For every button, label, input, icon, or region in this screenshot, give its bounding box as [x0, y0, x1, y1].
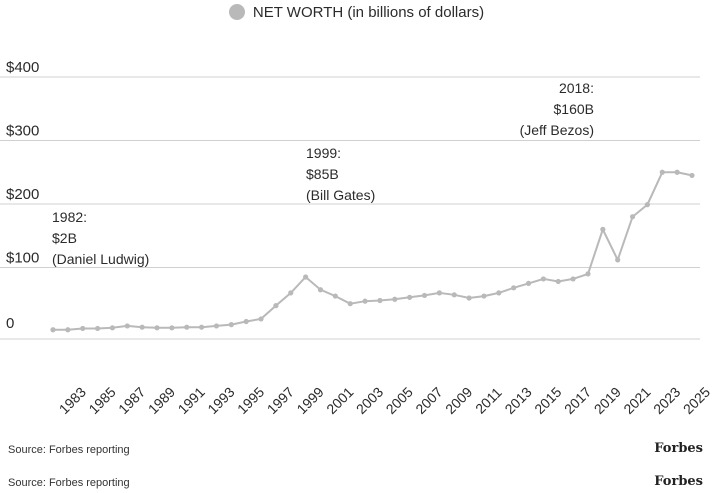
data-point-2022: [644, 202, 651, 208]
footer-brand-logo: Forbes: [654, 441, 703, 456]
data-point-1983: [65, 327, 71, 333]
data-point-1985: [94, 325, 101, 332]
x-tick-label: 1999: [293, 384, 326, 417]
annotation-2018-line: 2018:: [559, 80, 594, 96]
data-point-2005: [392, 296, 398, 302]
data-point-1994: [228, 322, 234, 328]
x-tick-label: 2005: [383, 384, 416, 417]
data-point-2019: [600, 226, 606, 232]
data-point-1995: [243, 318, 249, 325]
annotation-1982-line: (Daniel Ludwig): [52, 251, 149, 267]
x-tick-label: 1993: [204, 384, 237, 417]
x-tick-label: 2019: [591, 384, 624, 417]
data-point-2020: [615, 257, 621, 263]
x-tick-label: 1995: [234, 384, 267, 417]
x-tick-label: 2001: [323, 384, 356, 417]
x-tick-label: 2023: [650, 384, 683, 417]
annotation-1999-line: 1999:: [306, 145, 341, 161]
footer-brand-logo-duplicate: Forbes: [654, 474, 703, 489]
data-point-1999: [303, 274, 309, 280]
data-point-2001: [332, 293, 338, 299]
data-point-2006: [407, 294, 413, 300]
data-point-2016: [555, 278, 561, 285]
data-point-2009: [451, 292, 457, 298]
data-point-2013: [511, 285, 517, 291]
x-tick-label: 2017: [561, 384, 594, 417]
data-point-2018: [585, 271, 591, 277]
data-point-1992: [199, 324, 205, 330]
data-point-1986: [109, 325, 116, 331]
data-point-1991: [184, 324, 190, 330]
data-point-1996: [258, 316, 264, 322]
data-point-2021: [629, 214, 636, 220]
y-tick-label: 0: [6, 315, 14, 332]
x-tick-label: 2013: [501, 384, 534, 417]
data-point-2014: [525, 280, 532, 286]
x-tick-label: 2007: [412, 384, 445, 417]
data-point-2023: [659, 169, 665, 175]
data-point-1987: [124, 323, 130, 329]
data-point-2015: [540, 276, 546, 282]
x-tick-label: 1997: [264, 384, 297, 417]
x-tick-label: 2011: [472, 384, 505, 417]
x-tick-label: 2003: [353, 384, 386, 417]
data-point-2012: [496, 290, 502, 296]
data-point-1989: [154, 325, 160, 331]
footer-source-duplicate: Source: Forbes reporting: [8, 477, 130, 489]
x-tick-label: 1983: [56, 384, 89, 417]
x-tick-label: 1991: [175, 384, 208, 417]
y-tick-label: $300: [6, 123, 39, 140]
x-tick-label: 2021: [620, 384, 653, 417]
annotation-1982-line: 1982:: [52, 209, 87, 225]
data-point-2002: [347, 301, 353, 307]
x-tick-label: 1985: [85, 384, 118, 417]
y-tick-label: $100: [6, 250, 39, 267]
data-point-2004: [377, 297, 383, 304]
legend: NET WORTH (in billions of dollars): [0, 4, 713, 21]
data-point-1997: [273, 303, 279, 309]
data-point-1982: [50, 327, 56, 333]
data-point-2025: [689, 172, 695, 179]
annotation-1982-line: $2B: [52, 230, 77, 246]
annotation-2018-line: (Jeff Bezos): [520, 122, 594, 138]
data-point-1984: [80, 325, 86, 332]
data-point-2011: [481, 293, 487, 299]
data-point-1993: [213, 323, 220, 329]
annotation-1999-line: (Bill Gates): [306, 187, 375, 203]
data-point-2007: [421, 292, 428, 299]
x-tick-label: 1987: [115, 384, 148, 417]
data-point-2010: [466, 295, 472, 301]
legend-marker-icon: [228, 4, 245, 20]
y-tick-label: $400: [6, 59, 39, 76]
annotation-1999-line: $85B: [306, 166, 339, 182]
y-tick-label: $200: [6, 186, 39, 203]
footer-source: Source: Forbes reporting: [8, 444, 130, 456]
annotation-2018-line: $160B: [554, 101, 594, 117]
x-tick-label: 2009: [442, 384, 475, 417]
data-point-2003: [362, 298, 368, 304]
data-point-2017: [570, 276, 576, 282]
data-point-1998: [288, 290, 294, 296]
x-tick-label: 1989: [145, 384, 178, 417]
x-tick-label: 2025: [680, 384, 713, 417]
data-point-2008: [436, 290, 442, 296]
legend-label: NET WORTH (in billions of dollars): [252, 4, 485, 21]
data-point-1990: [169, 325, 175, 331]
data-point-2024: [674, 169, 680, 175]
x-tick-label: 2015: [531, 384, 564, 417]
data-point-2000: [317, 287, 324, 293]
data-point-1988: [139, 324, 145, 330]
